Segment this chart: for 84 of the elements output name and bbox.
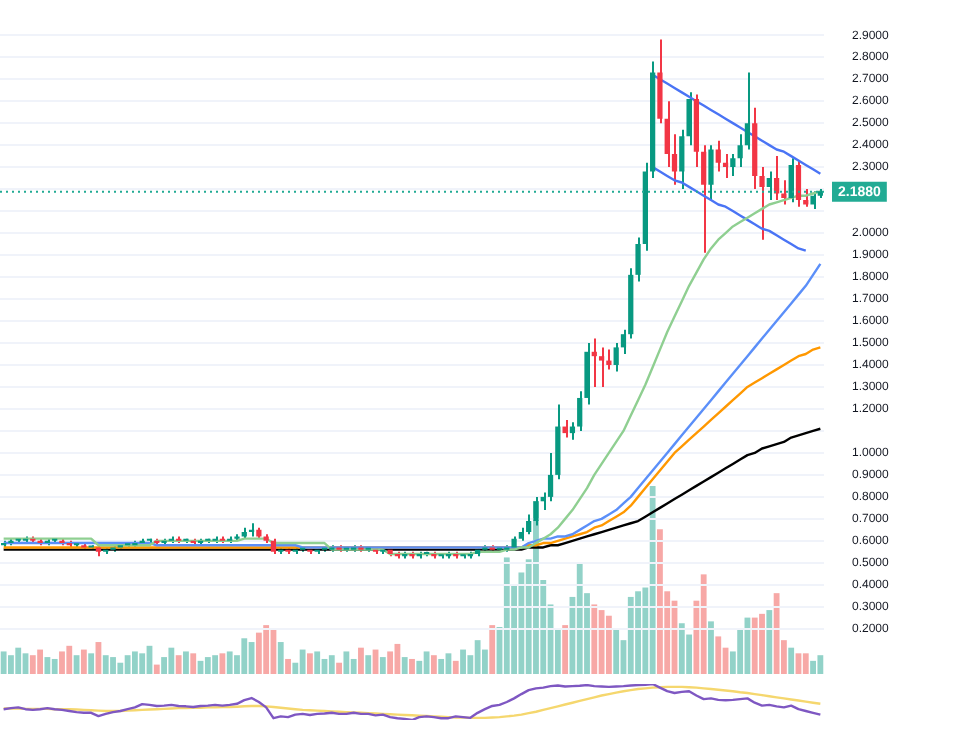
bar bbox=[759, 613, 765, 674]
bar bbox=[241, 638, 248, 674]
candlestick bbox=[598, 346, 605, 388]
candlestick bbox=[715, 139, 721, 173]
bar bbox=[307, 653, 313, 674]
bar bbox=[37, 649, 44, 674]
bar bbox=[605, 615, 612, 674]
bar bbox=[562, 625, 569, 674]
bar bbox=[503, 557, 510, 674]
bar bbox=[51, 658, 58, 674]
bar bbox=[365, 655, 372, 674]
bar bbox=[190, 653, 197, 674]
bar bbox=[131, 651, 138, 674]
bar bbox=[8, 655, 14, 674]
bar bbox=[766, 610, 773, 674]
bar bbox=[591, 604, 598, 674]
candlestick bbox=[613, 341, 619, 373]
bar bbox=[613, 628, 620, 674]
bar bbox=[576, 563, 583, 674]
bar bbox=[117, 662, 124, 674]
bar bbox=[88, 653, 95, 674]
bar bbox=[204, 657, 211, 674]
bar bbox=[474, 640, 481, 674]
bar bbox=[401, 657, 408, 674]
bar bbox=[110, 657, 116, 674]
bar bbox=[343, 651, 350, 674]
bar bbox=[773, 593, 780, 674]
bar bbox=[598, 610, 605, 674]
candlestick bbox=[708, 144, 714, 202]
bar bbox=[59, 651, 65, 674]
bar bbox=[183, 651, 189, 674]
bar bbox=[649, 486, 656, 674]
bar bbox=[817, 655, 824, 674]
bar bbox=[277, 642, 284, 674]
candlestick bbox=[795, 159, 802, 208]
bar bbox=[328, 655, 335, 674]
bar bbox=[314, 651, 321, 674]
bar bbox=[802, 653, 809, 674]
bar bbox=[489, 625, 496, 674]
bar bbox=[226, 651, 233, 674]
bar bbox=[708, 621, 714, 674]
bar bbox=[0, 651, 7, 674]
bar bbox=[438, 658, 445, 674]
bar bbox=[15, 647, 22, 674]
bar bbox=[678, 623, 685, 674]
bar bbox=[810, 660, 816, 674]
bar bbox=[430, 655, 437, 674]
bar bbox=[409, 658, 415, 674]
bar bbox=[168, 647, 175, 674]
bar bbox=[635, 591, 641, 674]
bar bbox=[657, 529, 663, 674]
bar bbox=[299, 649, 306, 674]
bar bbox=[751, 617, 758, 674]
bar bbox=[175, 655, 182, 674]
bar bbox=[66, 645, 73, 674]
bar bbox=[124, 655, 131, 674]
bar bbox=[285, 658, 291, 674]
candlestick bbox=[533, 495, 539, 527]
bar bbox=[387, 651, 394, 674]
bar bbox=[423, 651, 430, 674]
bar bbox=[788, 647, 795, 674]
candlestick bbox=[788, 157, 794, 204]
bar bbox=[452, 660, 459, 674]
bar bbox=[715, 636, 722, 674]
bar bbox=[153, 664, 160, 674]
bar bbox=[212, 655, 219, 674]
bar bbox=[394, 643, 401, 674]
bar bbox=[350, 658, 357, 674]
bar bbox=[80, 649, 87, 674]
bar bbox=[627, 596, 634, 674]
bar bbox=[336, 662, 342, 674]
bar bbox=[255, 632, 262, 674]
candlestick bbox=[766, 170, 772, 202]
bar bbox=[358, 647, 364, 674]
bar bbox=[219, 653, 226, 674]
bar bbox=[460, 649, 466, 674]
bar bbox=[102, 655, 109, 674]
candlestick bbox=[730, 152, 736, 177]
bar bbox=[44, 657, 51, 674]
bar bbox=[139, 653, 146, 674]
bar bbox=[700, 574, 707, 674]
bar bbox=[379, 657, 386, 674]
bar bbox=[263, 625, 270, 674]
bar bbox=[29, 655, 36, 674]
